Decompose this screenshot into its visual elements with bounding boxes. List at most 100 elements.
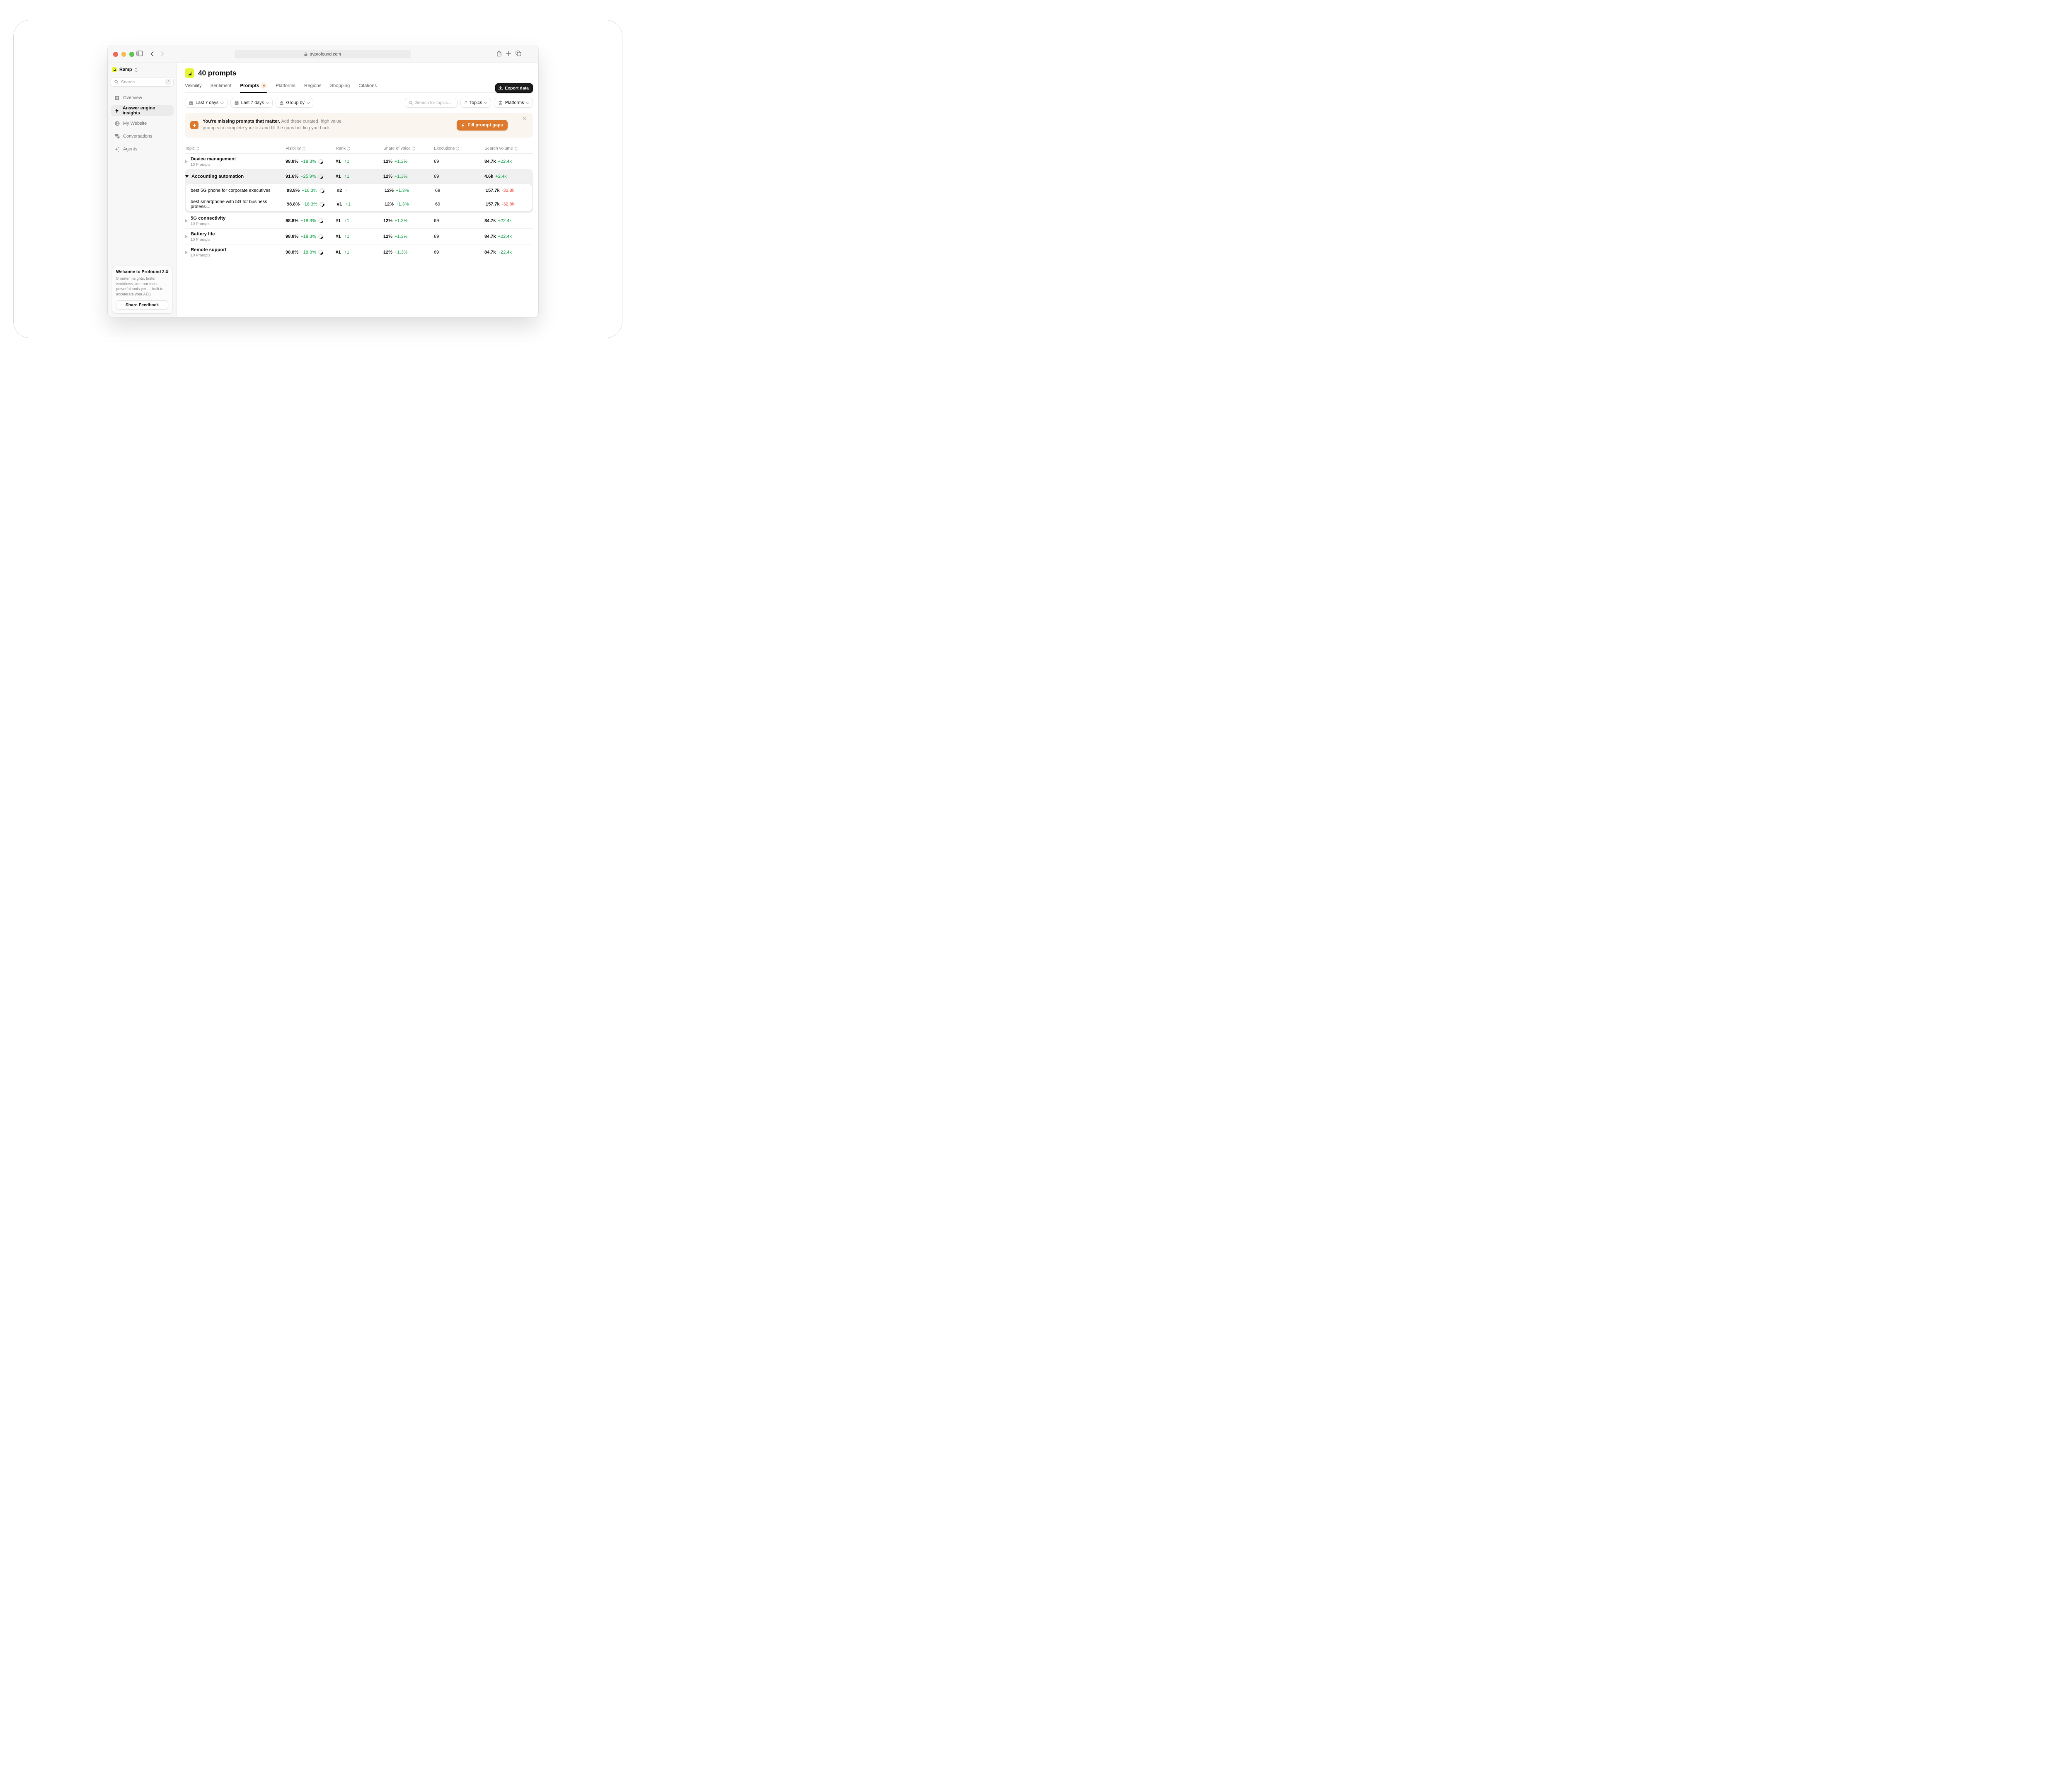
tab-sentiment[interactable]: Sentiment — [210, 83, 232, 88]
column-header-search-volume[interactable]: Search volume — [484, 146, 533, 151]
zoom-window-button[interactable] — [129, 52, 134, 57]
column-header-executions[interactable]: Executions — [434, 146, 484, 151]
date-range-select[interactable]: Last 7 days — [185, 98, 228, 108]
fill-prompt-gaps-label: Fill prompt gaps — [467, 123, 503, 128]
table-row[interactable]: Accounting automation 91.6% +25.9% #1 ↑1 1… — [185, 169, 533, 184]
share-icon[interactable] — [496, 51, 502, 57]
expanded-group: Accounting automation 91.6% +25.9% #1 ↑1 1… — [185, 169, 533, 213]
table-row[interactable]: best 5G phone for corporate executives 9… — [191, 188, 515, 194]
filters: Last 7 days Last 7 days Group by — [185, 98, 533, 108]
topic-subtitle: 10 Prompts — [191, 162, 211, 167]
grid-icon — [114, 96, 120, 100]
workspace-chevrons-icon — [134, 67, 138, 72]
workspace-switcher[interactable]: Ramp — [112, 67, 172, 72]
collapse-icon[interactable] — [185, 175, 189, 178]
stack-icon — [280, 100, 284, 105]
address-bar[interactable]: tryprofound.com — [235, 50, 411, 58]
sidebar-toggle-icon[interactable] — [136, 51, 143, 56]
prompt-name: best smartphone with 5G for business pro… — [191, 199, 267, 210]
back-icon[interactable] — [150, 51, 154, 56]
visibility-ring-icon — [318, 159, 323, 164]
sidebar-item-my-website[interactable]: My Website — [111, 118, 174, 129]
minimize-window-button[interactable] — [121, 52, 126, 57]
export-data-button[interactable]: Export data — [495, 83, 533, 93]
table-row[interactable]: Battery life 10 Prompts 98.8% +18.3% #1 ↑1… — [185, 229, 533, 244]
search-icon — [409, 101, 413, 105]
sidebar-item-conversations[interactable]: Conversations — [111, 131, 174, 142]
group-by-select[interactable]: Group by — [276, 98, 314, 108]
sidebar-item-overview[interactable]: Overview — [111, 92, 174, 103]
tab-citations[interactable]: Citations — [358, 83, 377, 88]
lightning-icon — [461, 123, 465, 128]
platforms-filter[interactable]: Platforms — [494, 98, 533, 108]
topic-search[interactable] — [404, 98, 457, 108]
table-row[interactable]: Remote support 10 Prompts 98.8% +18.3% #1… — [185, 244, 533, 260]
close-icon[interactable] — [165, 269, 169, 272]
tab-regions[interactable]: Regions — [304, 83, 322, 88]
compare-range-label: Last 7 days — [241, 100, 264, 105]
chevron-down-icon — [484, 100, 488, 104]
profound-logo-icon — [112, 67, 117, 72]
forward-icon[interactable] — [161, 51, 164, 56]
topic-name: Battery life — [191, 231, 215, 237]
welcome-card-title: Welcome to Profound 2.0 — [116, 269, 168, 274]
date-range-label: Last 7 days — [196, 100, 219, 105]
new-tab-icon[interactable] — [506, 51, 511, 56]
compare-range-select[interactable]: Last 7 days — [230, 98, 273, 108]
platforms-filter-label: Platforms — [505, 100, 524, 105]
sort-icon — [515, 146, 518, 151]
fill-prompt-gaps-button[interactable]: Fill prompt gaps — [457, 120, 508, 131]
topic-name: Device management — [191, 156, 236, 162]
sidebar-item-agents[interactable]: Agents — [111, 144, 174, 155]
sidebar: Ramp / Overview — [108, 63, 177, 317]
chevron-down-icon — [526, 100, 530, 104]
table-row[interactable]: Device management 10 Prompts 98.8% +18.3%… — [185, 154, 533, 169]
tab-visibility[interactable]: Visibility — [185, 83, 202, 88]
close-icon[interactable] — [523, 116, 526, 120]
expand-icon[interactable] — [185, 235, 188, 238]
sort-icon — [196, 146, 199, 151]
column-header-topic[interactable]: Topic — [185, 146, 286, 151]
topic-name: 5G connectivity — [191, 215, 226, 221]
sort-icon — [412, 146, 415, 151]
download-icon — [499, 86, 503, 90]
topic-name: Remote support — [191, 247, 227, 252]
expand-icon[interactable] — [185, 160, 188, 163]
calendar-icon — [235, 100, 239, 105]
visibility-ring-icon — [318, 234, 323, 239]
welcome-card-body: Smarter insights, faster workflows, and … — [116, 276, 164, 297]
column-header-visibility[interactable]: Visibility — [286, 146, 336, 151]
visibility-ring-icon — [318, 174, 323, 179]
tab-prompts[interactable]: Prompts — [240, 82, 267, 93]
lightning-icon — [190, 121, 198, 129]
chat-bubbles-icon — [114, 134, 120, 139]
table-row[interactable]: best smartphone with 5G for business pro… — [186, 197, 532, 211]
browser-chrome: tryprofound.com — [108, 45, 538, 63]
table-row[interactable]: 5G connectivity 10 Prompts 98.8% +18.3% #… — [185, 213, 533, 229]
sidebar-search[interactable]: / — [111, 77, 174, 87]
search-input[interactable] — [121, 79, 163, 85]
expand-icon[interactable] — [185, 250, 188, 254]
tab-platforms[interactable]: Platforms — [276, 83, 296, 88]
lightning-icon — [261, 82, 267, 89]
column-header-share-of-voice[interactable]: Share of voice — [383, 146, 434, 151]
column-header-rank[interactable]: Rank — [336, 146, 383, 151]
group-by-label: Group by — [286, 100, 305, 105]
chevron-down-icon — [306, 100, 310, 104]
topic-search-input[interactable] — [415, 100, 453, 105]
tab-overview-icon[interactable] — [516, 51, 521, 56]
sidebar-item-answer-engine-insights[interactable]: Answer engine insights — [111, 105, 174, 116]
tab-shopping[interactable]: Shopping — [330, 83, 350, 88]
tabs: Visibility Sentiment Prompts Platforms R… — [185, 82, 533, 93]
expand-icon[interactable] — [185, 219, 188, 223]
workspace-name: Ramp — [119, 67, 132, 72]
browser-window: tryprofound.com Ramp — [108, 45, 538, 317]
chevron-down-icon — [220, 100, 224, 104]
sidebar-item-label: Agents — [123, 147, 138, 152]
sparkles-icon — [114, 147, 120, 152]
prompts-table: Topic Visibility Rank Share of voice Exe… — [185, 144, 533, 260]
close-window-button[interactable] — [113, 52, 118, 57]
share-feedback-button[interactable]: Share Feedback — [116, 300, 168, 310]
banner-headline: You're missing prompts that matter. — [203, 119, 280, 124]
topics-filter[interactable]: # Topics — [460, 98, 491, 108]
